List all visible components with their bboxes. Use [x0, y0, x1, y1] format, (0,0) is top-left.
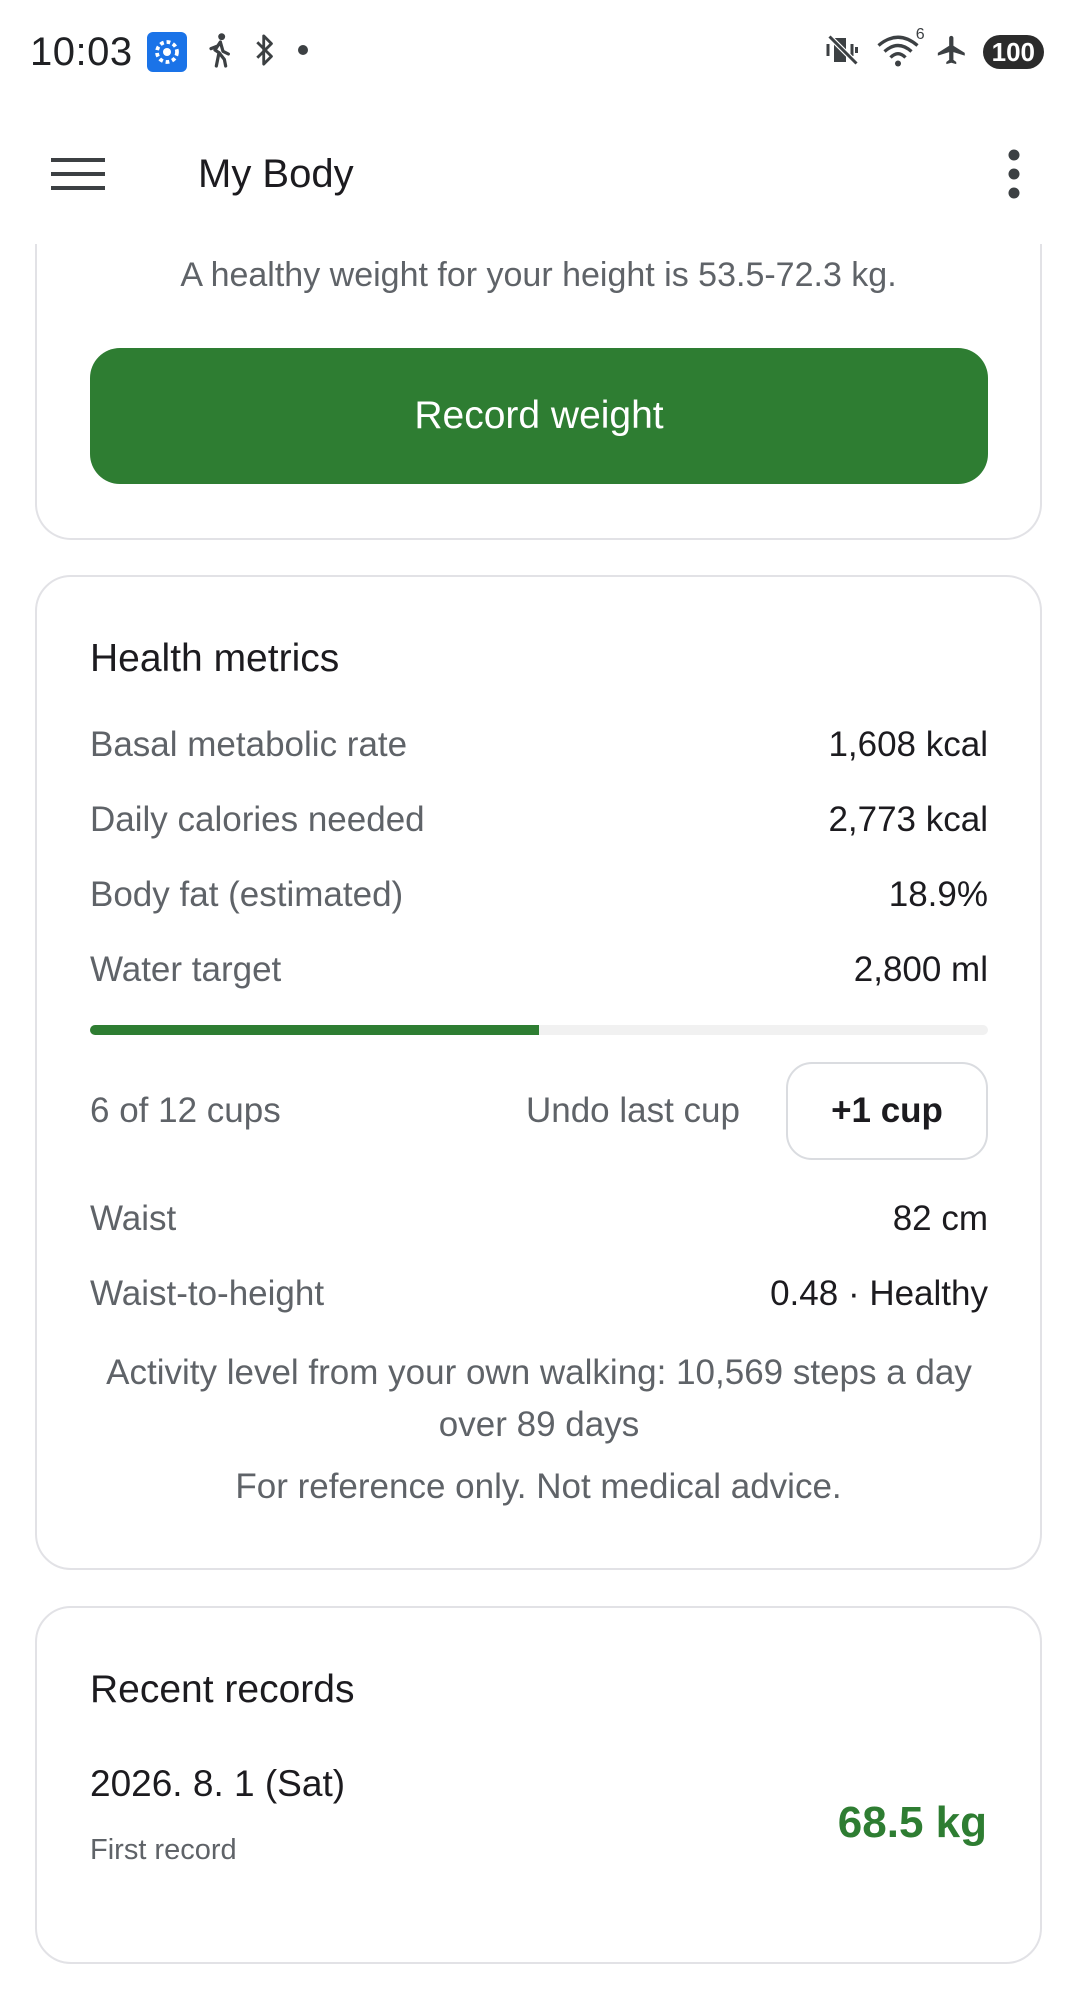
metric-row-water-target: Water target 2,800 ml: [90, 950, 988, 990]
status-right-icons: 6 100: [825, 26, 1044, 73]
battery-indicator: 100: [982, 35, 1044, 69]
metric-row-waist: Waist 82 cm: [90, 1199, 988, 1239]
record-weight-value: 68.5 kg: [837, 1798, 987, 1847]
undo-last-cup-button[interactable]: Undo last cup: [525, 1091, 740, 1130]
metric-row-bmr: Basal metabolic rate 1,608 kcal: [90, 725, 988, 765]
healthy-weight-note: A healthy weight for your height is 53.5…: [180, 256, 897, 294]
record-weight-button[interactable]: Record weight: [90, 348, 988, 484]
disclaimer-note: For reference only. Not medical advice.: [235, 1467, 842, 1506]
metric-value: 1,608 kcal: [828, 725, 988, 764]
metric-row-daily-calories: Daily calories needed 2,773 kcal: [90, 800, 988, 840]
metric-value: 2,773 kcal: [828, 800, 988, 839]
weight-card: A healthy weight for your height is 53.5…: [35, 200, 1042, 540]
hamburger-menu-icon[interactable]: [38, 134, 118, 214]
wifi-badge: 6: [915, 25, 925, 43]
metric-label: Basal metabolic rate: [90, 725, 408, 764]
more-vert-icon[interactable]: [984, 134, 1044, 214]
status-left-icons: [146, 31, 311, 74]
bluetooth-icon: [251, 32, 279, 73]
record-date: 2026. 8. 1 (Sat): [90, 1763, 346, 1804]
metric-value: 0.48 · Healthy: [770, 1274, 988, 1313]
notification-dot-icon: [295, 42, 311, 63]
recent-records-title: Recent records: [90, 1668, 355, 1711]
metric-row-waist-to-height: Waist-to-height 0.48 · Healthy: [90, 1274, 988, 1314]
airplane-mode-icon: [935, 33, 969, 72]
page-title: My Body: [198, 151, 354, 196]
wifi-icon: 6: [875, 26, 925, 73]
status-time: 10:03: [30, 29, 133, 74]
vibrate-mute-icon: [825, 32, 861, 73]
record-note: First record: [90, 1834, 237, 1866]
status-bar: 10:03 6 100: [0, 0, 1080, 104]
water-cups-row: 6 of 12 cups Undo last cup +1 cup: [90, 1062, 988, 1160]
water-progress-fill: [90, 1025, 539, 1035]
metric-label: Water target: [90, 950, 282, 989]
water-progress-bar: [90, 1025, 988, 1035]
cups-count: 6 of 12 cups: [90, 1091, 281, 1130]
add-cup-button[interactable]: +1 cup: [786, 1062, 988, 1160]
metric-label: Daily calories needed: [90, 800, 425, 839]
metric-label: Waist-to-height: [90, 1274, 325, 1313]
walking-icon: [203, 31, 235, 74]
health-metrics-card: Health metrics Basal metabolic rate 1,60…: [35, 575, 1042, 1570]
app-bar: My Body: [0, 104, 1080, 244]
recent-records-card: Recent records 2026. 8. 1 (Sat) First re…: [35, 1606, 1042, 1964]
metric-label: Waist: [90, 1199, 177, 1238]
metric-value: 2,800 ml: [853, 950, 988, 989]
metric-value: 82 cm: [892, 1199, 988, 1238]
settings-app-icon: [146, 32, 187, 72]
health-metrics-title: Health metrics: [90, 637, 340, 680]
metric-value: 18.9%: [888, 875, 988, 914]
activity-level-note: Activity level from your own walking: 10…: [106, 1353, 972, 1444]
metric-label: Body fat (estimated): [90, 875, 404, 914]
metric-row-body-fat: Body fat (estimated) 18.9%: [90, 875, 988, 915]
